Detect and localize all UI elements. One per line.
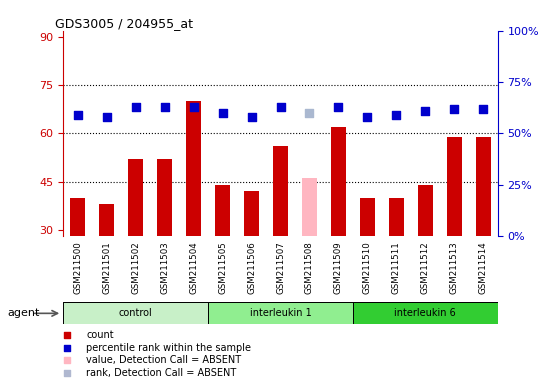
Bar xyxy=(447,137,461,326)
Point xyxy=(334,104,343,110)
Text: GSM211511: GSM211511 xyxy=(392,242,401,294)
Bar xyxy=(215,185,230,326)
Bar xyxy=(476,137,491,326)
Point xyxy=(305,110,314,116)
Point xyxy=(189,104,198,110)
Text: count: count xyxy=(86,330,114,340)
Text: value, Detection Call = ABSENT: value, Detection Call = ABSENT xyxy=(86,355,241,366)
Bar xyxy=(331,127,346,326)
Text: interleukin 1: interleukin 1 xyxy=(250,308,311,318)
Bar xyxy=(157,159,172,326)
Bar xyxy=(418,185,432,326)
Point xyxy=(131,104,140,110)
Bar xyxy=(70,198,85,326)
Text: GSM211502: GSM211502 xyxy=(131,242,140,294)
Text: agent: agent xyxy=(7,308,40,318)
Point xyxy=(73,112,82,118)
Bar xyxy=(100,204,114,326)
Text: GSM211508: GSM211508 xyxy=(305,242,314,294)
Text: GSM211503: GSM211503 xyxy=(160,242,169,294)
Text: GSM211506: GSM211506 xyxy=(247,242,256,294)
Point xyxy=(63,345,72,351)
Bar xyxy=(186,101,201,326)
Point xyxy=(63,332,72,338)
Point xyxy=(102,114,111,120)
Text: GSM211500: GSM211500 xyxy=(73,242,82,294)
Bar xyxy=(360,198,375,326)
Bar xyxy=(244,191,259,326)
Point xyxy=(479,106,488,112)
Text: GSM211514: GSM211514 xyxy=(478,242,488,294)
Point xyxy=(63,370,72,376)
Text: GSM211507: GSM211507 xyxy=(276,242,285,294)
Point xyxy=(218,110,227,116)
Text: GSM211512: GSM211512 xyxy=(421,242,430,294)
Text: GSM211505: GSM211505 xyxy=(218,242,227,294)
Bar xyxy=(389,198,404,326)
Point xyxy=(450,106,459,112)
Text: GSM211501: GSM211501 xyxy=(102,242,111,294)
Text: rank, Detection Call = ABSENT: rank, Detection Call = ABSENT xyxy=(86,368,236,378)
Text: control: control xyxy=(119,308,152,318)
Text: GSM211513: GSM211513 xyxy=(450,242,459,294)
Point xyxy=(363,114,372,120)
Text: GSM211510: GSM211510 xyxy=(363,242,372,294)
Point xyxy=(63,357,72,363)
Bar xyxy=(353,302,498,324)
Bar xyxy=(273,146,288,326)
Text: GDS3005 / 204955_at: GDS3005 / 204955_at xyxy=(54,17,192,30)
Point xyxy=(421,108,430,114)
Text: interleukin 6: interleukin 6 xyxy=(394,308,456,318)
Bar xyxy=(302,179,317,326)
Text: percentile rank within the sample: percentile rank within the sample xyxy=(86,343,251,353)
Point xyxy=(392,112,401,118)
Bar xyxy=(63,302,208,324)
Text: GSM211509: GSM211509 xyxy=(334,242,343,294)
Text: GSM211504: GSM211504 xyxy=(189,242,198,294)
Bar xyxy=(129,159,143,326)
Point xyxy=(276,104,285,110)
Bar xyxy=(208,302,353,324)
Point xyxy=(247,114,256,120)
Point xyxy=(160,104,169,110)
